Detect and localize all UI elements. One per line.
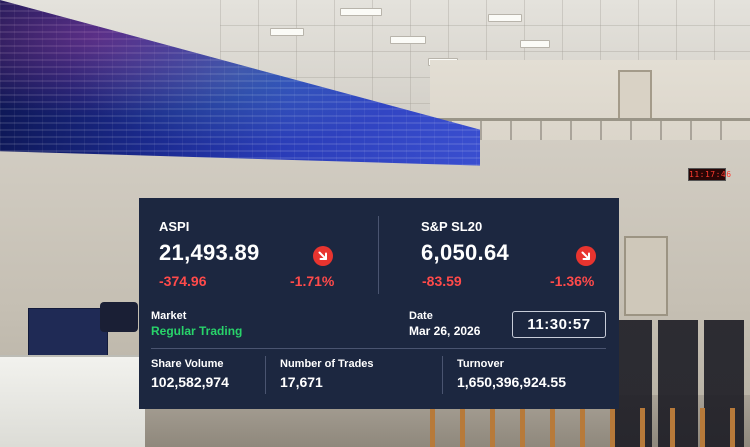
chair [100, 302, 138, 332]
desk-partition [28, 308, 108, 360]
ceiling-light [520, 40, 550, 48]
number-of-trades-label: Number of Trades [280, 358, 374, 370]
wall-clock-display: 11:17:46 [688, 168, 732, 181]
share-volume-label: Share Volume [151, 358, 224, 370]
upper-door [618, 70, 652, 120]
stats-divider [442, 356, 443, 394]
chair-legs [430, 408, 750, 447]
ceiling-light [270, 28, 304, 36]
arrow-down-right-icon [576, 246, 596, 266]
sp-sl20-change-percent: -1.36% [550, 273, 595, 289]
sp-sl20-index-name: S&P SL20 [421, 219, 483, 234]
aspi-change: -374.96 [159, 273, 207, 289]
date-value: Mar 26, 2026 [409, 324, 481, 338]
arrow-down-right-icon [313, 246, 333, 266]
ceiling-light [488, 14, 522, 22]
market-time: 11:30:57 [512, 311, 606, 338]
share-volume-value: 102,582,974 [151, 374, 229, 390]
aspi-index-value: 21,493.89 [159, 240, 260, 265]
sp-sl20-index-value: 6,050.64 [421, 240, 510, 265]
turnover-label: Turnover [457, 358, 504, 370]
stats-divider [265, 356, 266, 394]
turnover-value: 1,650,396,924.55 [457, 374, 566, 390]
date-label: Date [409, 310, 433, 322]
aspi-index-name: ASPI [159, 219, 190, 234]
ceiling-light [390, 36, 426, 44]
sp-sl20-change: -83.59 [422, 273, 462, 289]
number-of-trades-value: 17,671 [280, 374, 323, 390]
market-label: Market [151, 310, 187, 322]
reception-desk [0, 355, 145, 447]
index-divider [378, 216, 379, 294]
lower-door [624, 236, 668, 316]
market-status: Regular Trading [151, 324, 243, 338]
market-summary-panel: ASPI 21,493.89 -374.96 -1.71% S&P SL20 6… [139, 198, 619, 409]
section-divider [151, 348, 606, 349]
aspi-change-percent: -1.71% [290, 273, 335, 289]
ceiling-light [340, 8, 382, 16]
